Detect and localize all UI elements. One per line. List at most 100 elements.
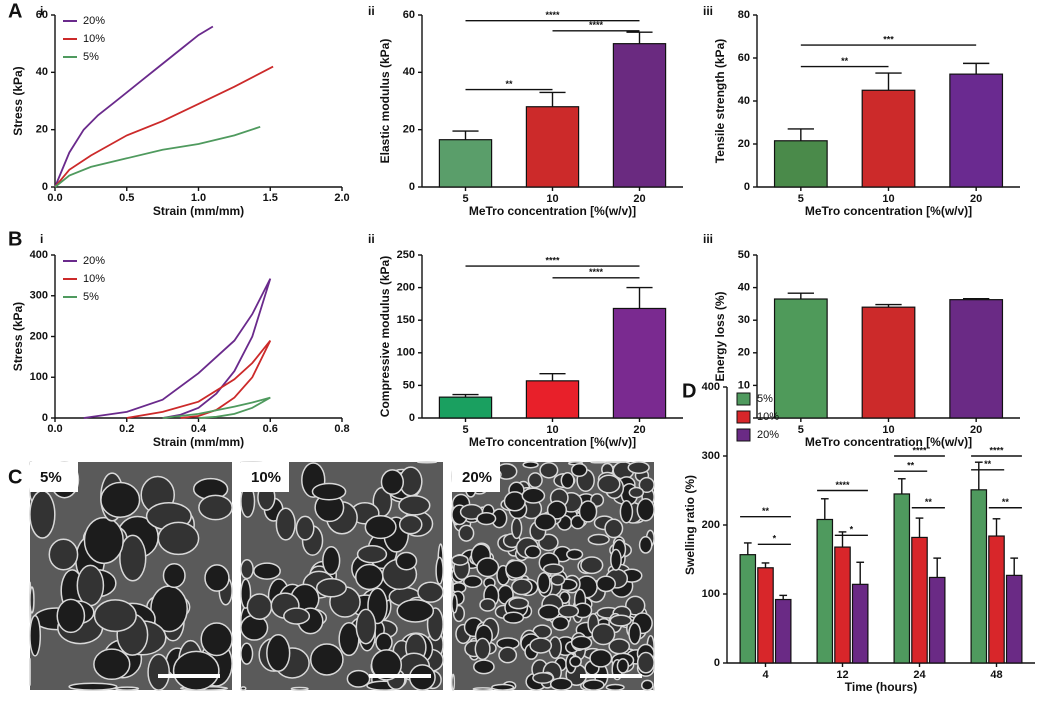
pore	[605, 683, 625, 691]
y-tick-label: 0	[409, 412, 415, 424]
y-tick-label: 250	[397, 249, 415, 261]
pore	[200, 622, 233, 657]
bar	[816, 518, 834, 664]
pore	[498, 646, 518, 664]
pore	[580, 556, 604, 575]
y-tick-label: 50	[403, 379, 415, 391]
pore	[417, 581, 444, 603]
pore	[100, 481, 141, 519]
label-box	[452, 462, 500, 492]
pore	[587, 533, 610, 546]
y-tick-label: 150	[397, 314, 415, 326]
x-tick-label: 0.5	[119, 192, 134, 204]
significance-label: ****	[989, 445, 1004, 455]
bar	[911, 536, 928, 664]
bar	[949, 73, 1004, 188]
significance-label: ****	[589, 267, 604, 277]
pore	[589, 648, 613, 668]
significance-label: ****	[912, 445, 927, 455]
pore	[458, 524, 475, 542]
pore	[524, 545, 542, 559]
x-tick-label: 4	[762, 669, 769, 681]
pore	[290, 686, 309, 691]
pore	[636, 651, 655, 674]
pore	[355, 608, 377, 645]
micrograph-label: 10%	[251, 469, 281, 486]
pore	[172, 650, 220, 691]
pore	[246, 593, 273, 621]
bar	[739, 554, 757, 664]
pore	[315, 578, 347, 598]
bar	[757, 567, 774, 664]
y-tick-label: 0	[42, 412, 48, 424]
y-tick-label: 40	[36, 66, 48, 78]
x-tick-label: 2.0	[334, 192, 349, 204]
pore	[619, 500, 634, 524]
significance-label: **	[841, 56, 849, 66]
pore	[93, 648, 131, 681]
pore	[616, 658, 630, 674]
y-tick-label: 40	[738, 95, 750, 107]
pore	[451, 554, 469, 566]
x-tick-label: 20	[633, 193, 645, 205]
pore	[204, 564, 230, 592]
pore	[608, 638, 631, 655]
pore	[240, 642, 254, 665]
pore	[451, 673, 456, 691]
pore	[569, 655, 582, 668]
pore	[346, 669, 371, 688]
legend-label: 20%	[83, 15, 105, 27]
x-tick-label: 10	[546, 424, 558, 436]
significance-label: ****	[835, 480, 850, 490]
label-box	[241, 462, 289, 492]
y-tick-label: 300	[702, 450, 720, 462]
pore	[610, 548, 622, 571]
x-tick-label: 20	[970, 193, 982, 205]
pore	[505, 559, 528, 579]
pore	[56, 598, 86, 634]
line-series	[83, 278, 272, 419]
label-box	[30, 462, 78, 492]
pore	[570, 462, 588, 477]
bar	[525, 106, 580, 188]
significance-label: **	[925, 497, 933, 507]
pore	[638, 476, 655, 494]
pore	[451, 594, 458, 614]
pore	[309, 643, 344, 676]
panel-letter: C	[8, 466, 22, 488]
x-tick-label: 48	[990, 669, 1002, 681]
pore	[582, 679, 605, 691]
x-tick-label: 10	[882, 424, 894, 436]
panel-letter: A	[8, 0, 22, 22]
bar	[525, 380, 580, 419]
pore	[560, 471, 575, 490]
x-tick-label: 0.0	[47, 192, 62, 204]
y-tick-label: 0	[409, 181, 415, 193]
bar	[928, 576, 946, 664]
x-tick-label: 20	[970, 424, 982, 436]
pore	[395, 551, 418, 571]
bar	[893, 493, 911, 664]
pore	[356, 545, 388, 564]
significance-label: **	[762, 506, 770, 516]
pore	[29, 490, 56, 539]
pore	[266, 634, 291, 673]
x-tick-label: 10	[546, 193, 558, 205]
bar	[438, 396, 493, 419]
pore	[29, 586, 35, 614]
x-tick-label: 12	[836, 669, 848, 681]
pore	[557, 604, 580, 618]
bar	[861, 89, 916, 188]
panel-label: ii	[368, 232, 375, 246]
pore	[627, 461, 650, 474]
micrograph-label: 5%	[40, 469, 62, 486]
y-tick-label: 0	[744, 181, 750, 193]
pore	[240, 686, 247, 691]
significance-label: **	[907, 461, 915, 471]
pore	[640, 679, 654, 691]
pore	[459, 503, 484, 520]
x-axis-label: Strain (mm/mm)	[153, 435, 244, 449]
x-tick-label: 5	[462, 424, 468, 436]
pore	[83, 516, 124, 565]
pore	[354, 563, 384, 591]
